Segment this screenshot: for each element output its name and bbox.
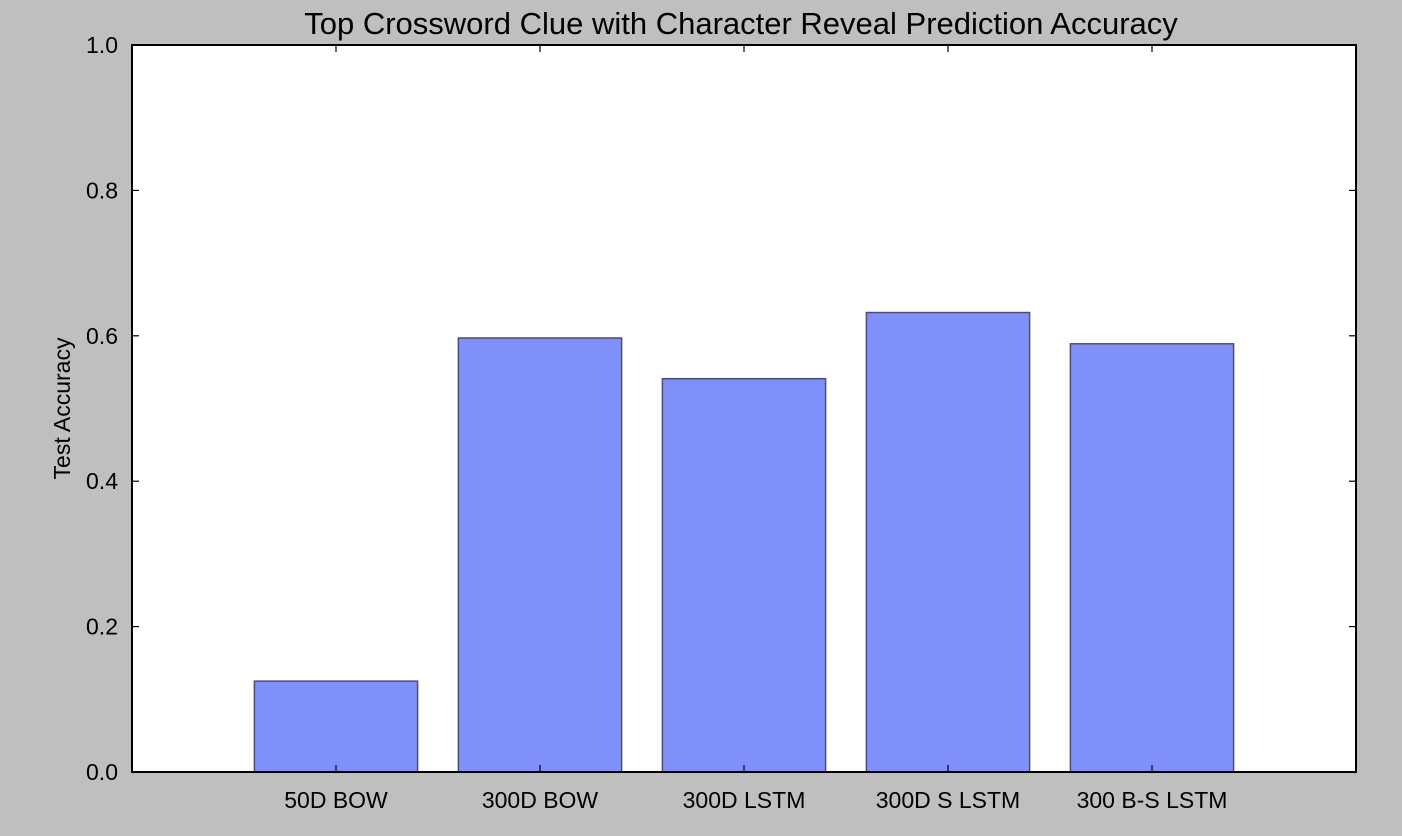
- x-tick-label-1: 50D BOW: [284, 787, 388, 813]
- y-tick-label-4: 0.8: [86, 177, 118, 203]
- y-tick-label-5: 1.0: [86, 32, 118, 58]
- x-tick-label-2: 300D BOW: [482, 787, 599, 813]
- bars-layer: [253, 311, 1235, 773]
- axis-labels: 50D BOW 300D BOW 300D LSTM 300D S LSTM 300 B…: [86, 32, 1227, 813]
- y-tick-label-3: 0.6: [86, 323, 118, 349]
- bar-4: [865, 311, 1031, 773]
- y-tick-label-1: 0.2: [86, 614, 118, 640]
- x-tick-label-4: 300D S LSTM: [876, 787, 1020, 813]
- y-tick-label-2: 0.4: [86, 468, 118, 494]
- chart-title: Top Crossword Clue with Character Reveal…: [304, 6, 1178, 41]
- y-tick-label-0: 0.0: [86, 759, 118, 785]
- x-tick-label-5: 300 B-S LSTM: [1077, 787, 1228, 813]
- bar-5: [1069, 343, 1235, 773]
- y-axis-label: Test Accuracy: [49, 337, 75, 479]
- x-tick-label-3: 300D LSTM: [683, 787, 806, 813]
- bar-3: [661, 377, 827, 773]
- bar-2: [457, 337, 623, 773]
- plot-frame: [131, 44, 1357, 773]
- bar-1: [253, 680, 419, 773]
